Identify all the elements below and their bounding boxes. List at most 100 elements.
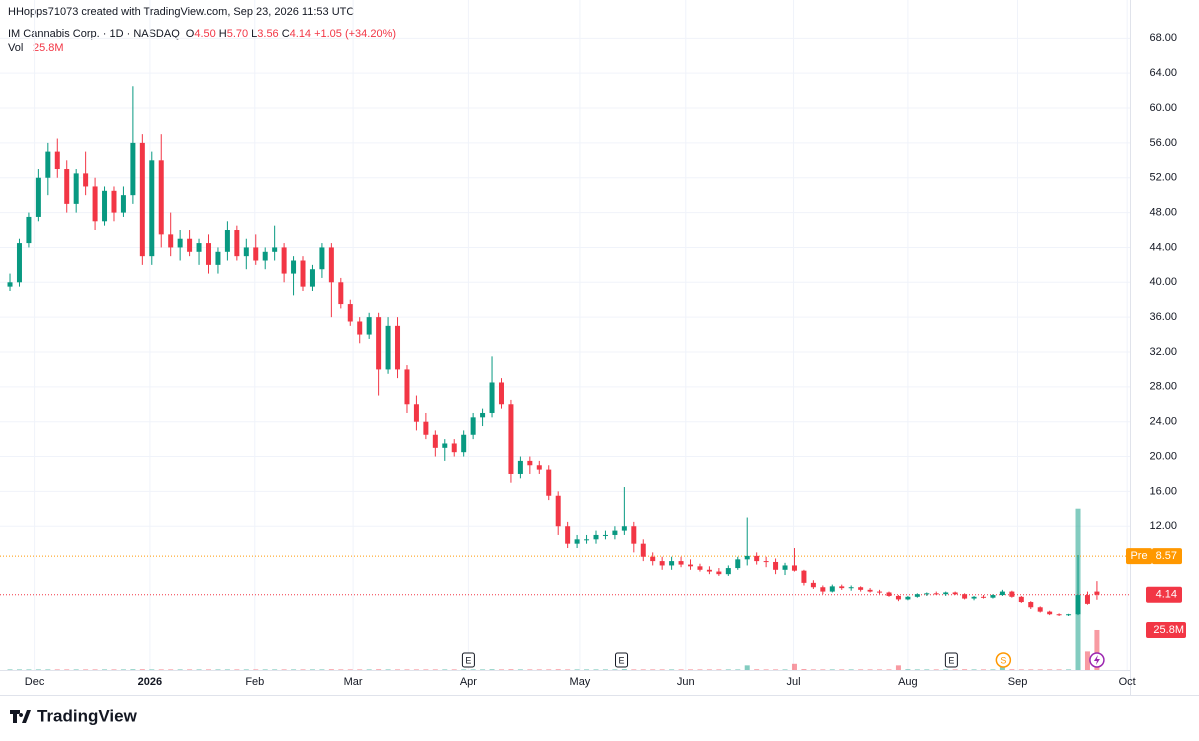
candle-body — [905, 596, 911, 600]
volume-bar — [839, 669, 845, 670]
candle-body — [357, 321, 363, 335]
volume-bar — [508, 669, 514, 670]
candle-body — [1047, 611, 1053, 615]
candle-body — [130, 142, 136, 196]
event-label: E — [619, 655, 625, 665]
candle-body — [92, 186, 98, 222]
volume-bar — [744, 665, 750, 670]
candle-body — [602, 534, 608, 536]
candle-body — [73, 173, 79, 204]
header: HHopps71073 created with TradingView.com… — [8, 6, 354, 54]
y-tick-label: 48.00 — [1149, 206, 1177, 218]
price-box — [1146, 586, 1182, 603]
volume-bar — [83, 669, 89, 670]
y-tick-label: 20.00 — [1149, 450, 1177, 462]
candle-body — [102, 190, 108, 222]
x-tick-label: Jun — [677, 676, 695, 688]
pre-price-label: 8.57 — [1156, 550, 1177, 562]
candle-body — [139, 142, 145, 257]
candle-body — [328, 247, 334, 283]
candle-body — [309, 269, 315, 287]
volume-bar — [1094, 629, 1100, 670]
volume-bar — [706, 669, 712, 670]
volume-bar — [688, 669, 694, 670]
candle-body — [489, 382, 495, 413]
volume-bar — [451, 669, 457, 670]
ohlc-key: L — [251, 28, 257, 40]
event-icon — [461, 652, 475, 668]
candle-body — [196, 243, 202, 252]
candle-body — [451, 443, 457, 453]
volume-bar — [253, 669, 259, 670]
candle-body — [612, 530, 618, 535]
candle-body — [754, 555, 760, 562]
candle-body — [659, 561, 665, 566]
volume-bar — [536, 669, 542, 670]
ohlc-key: O — [186, 28, 195, 40]
watermark-title: HHopps71073 created with TradingView.com… — [8, 6, 354, 18]
candle-body — [744, 555, 750, 560]
volume-bar — [782, 669, 788, 670]
candle-body — [234, 230, 240, 257]
candle-body — [697, 566, 703, 570]
volume-bar — [801, 669, 807, 670]
y-tick-label: 60.00 — [1149, 102, 1177, 114]
candle-body — [395, 325, 401, 370]
volume-bar — [555, 669, 561, 670]
candle-body — [272, 247, 278, 252]
candle-body — [999, 591, 1005, 596]
logo-text: TradingView — [37, 706, 138, 725]
x-tick-label: Jul — [787, 676, 801, 688]
volume-bar — [442, 669, 448, 670]
candle-body — [631, 526, 637, 544]
candle-body — [205, 243, 211, 265]
candle-body — [971, 596, 977, 599]
volume-bar — [584, 669, 590, 670]
candle-body — [432, 434, 438, 448]
vol-title: Vol — [8, 42, 23, 54]
volume-bar — [716, 669, 722, 670]
volume-bar — [640, 669, 646, 670]
x-tick-label: 2026 — [138, 676, 162, 688]
x-tick-label: Oct — [1119, 676, 1136, 688]
candle-body — [291, 260, 297, 274]
candle-body — [376, 317, 382, 370]
candle-body — [498, 382, 504, 405]
x-tick-label: Sep — [1008, 676, 1028, 688]
volume-bar — [517, 669, 523, 670]
volume-bar — [16, 669, 22, 670]
ohlc-value: 4.50 — [194, 28, 215, 40]
candle-body — [810, 582, 816, 588]
ohlc-value: 3.56 — [257, 28, 278, 40]
volume-bar — [215, 669, 221, 670]
volume-bar — [130, 669, 136, 670]
event-label: E — [948, 655, 954, 665]
ohlc-value: 4.14 — [290, 28, 311, 40]
volume-box — [1146, 621, 1186, 638]
event-icon — [944, 652, 958, 668]
y-tick-label: 44.00 — [1149, 241, 1177, 253]
candle-body — [555, 495, 561, 527]
candle-body — [262, 251, 268, 261]
candle-body — [1084, 595, 1090, 604]
volume-bar — [877, 669, 883, 670]
volume-bar — [697, 669, 703, 670]
volume-bar — [1056, 669, 1062, 670]
volume-bar — [763, 669, 769, 670]
volume-bar — [366, 669, 372, 670]
volume-bar — [168, 669, 174, 670]
candle-body — [678, 561, 684, 565]
candle-body — [470, 417, 476, 435]
volume-bar — [1066, 669, 1072, 670]
volume-bar — [565, 669, 571, 670]
ohlc-value: 5.70 — [227, 28, 248, 40]
volume-bar — [357, 669, 363, 670]
candle-body — [621, 526, 627, 531]
y-tick-label: 24.00 — [1149, 416, 1177, 428]
candle-body — [224, 230, 230, 252]
candle-body — [565, 526, 571, 544]
volume-bar — [895, 665, 901, 670]
candle-body — [527, 460, 533, 466]
y-tick-label: 56.00 — [1149, 137, 1177, 149]
